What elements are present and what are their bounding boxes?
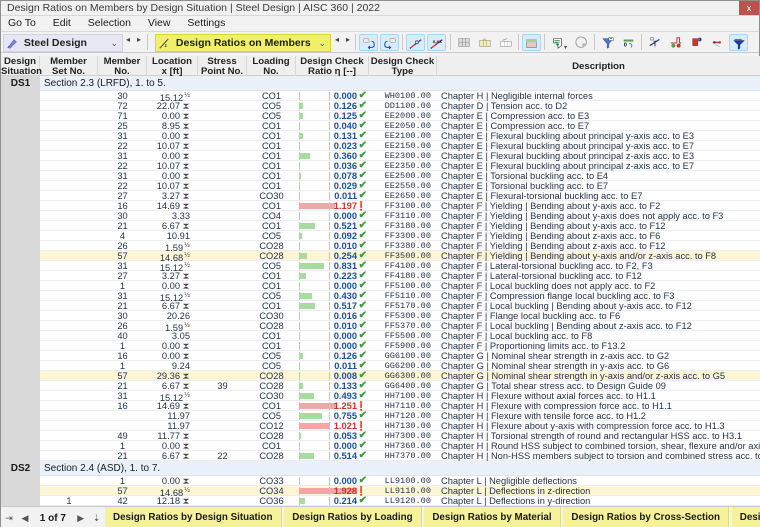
svg-text:z: z: [165, 43, 168, 48]
svg-text:x,xx: x,xx: [432, 40, 442, 45]
svg-text:0: 0: [623, 43, 626, 49]
